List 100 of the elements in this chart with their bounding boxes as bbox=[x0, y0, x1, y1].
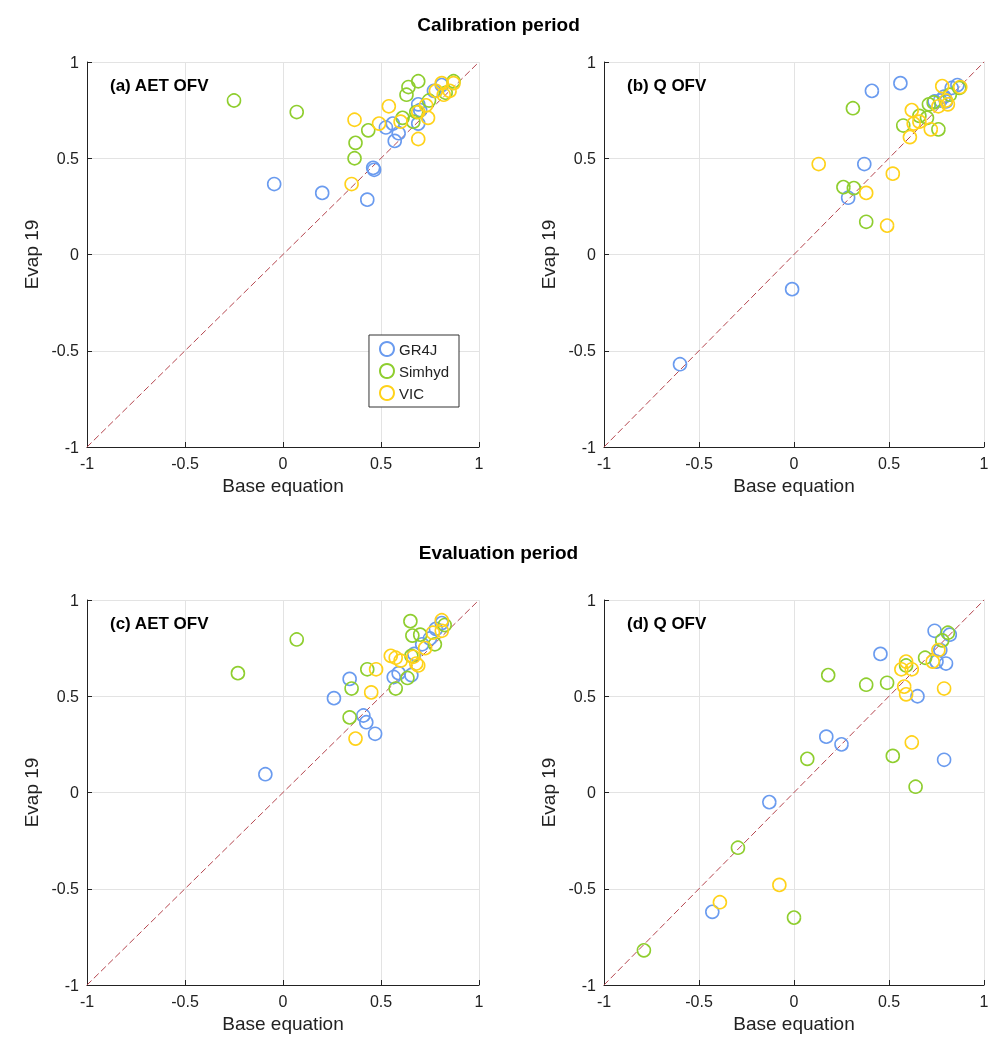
y-axis-title: Evap 19 bbox=[537, 219, 559, 290]
x-tick-label: 0 bbox=[789, 454, 799, 472]
point bbox=[314, 185, 330, 201]
point bbox=[289, 104, 305, 120]
point bbox=[917, 650, 933, 666]
point bbox=[898, 658, 914, 673]
point bbox=[388, 650, 403, 666]
point bbox=[347, 150, 362, 166]
point bbox=[836, 179, 851, 195]
point bbox=[705, 904, 720, 920]
point bbox=[929, 654, 944, 669]
point bbox=[934, 78, 950, 94]
point bbox=[834, 737, 849, 752]
point bbox=[858, 677, 874, 692]
legend-label: VIC bbox=[398, 384, 425, 402]
y-tick-label: 0 bbox=[587, 246, 597, 263]
y-tick-label: 0.5 bbox=[56, 149, 80, 167]
point bbox=[422, 631, 438, 646]
point bbox=[385, 116, 401, 131]
point bbox=[418, 98, 434, 113]
point bbox=[344, 176, 359, 192]
point bbox=[772, 877, 787, 893]
point bbox=[421, 93, 437, 108]
point bbox=[904, 735, 920, 750]
point bbox=[904, 102, 920, 118]
point bbox=[858, 214, 874, 230]
point bbox=[417, 640, 433, 656]
point bbox=[400, 670, 415, 686]
point bbox=[428, 621, 444, 637]
point bbox=[410, 73, 426, 89]
x-tick-label: 0 bbox=[278, 992, 288, 1010]
point bbox=[434, 623, 450, 639]
point bbox=[383, 648, 399, 664]
point bbox=[858, 185, 874, 201]
point bbox=[367, 726, 383, 742]
point bbox=[405, 628, 420, 643]
point bbox=[898, 687, 914, 702]
point bbox=[395, 110, 410, 126]
point bbox=[762, 794, 777, 810]
x-tick-label: -0.5 bbox=[685, 454, 713, 472]
point bbox=[427, 636, 443, 652]
y-tick-label: 0 bbox=[587, 784, 597, 801]
point bbox=[885, 748, 901, 764]
point bbox=[258, 766, 273, 782]
x-tick-label: 0 bbox=[278, 454, 288, 472]
point bbox=[846, 180, 862, 196]
y-tick-label: 1 bbox=[587, 591, 597, 609]
point bbox=[386, 669, 402, 685]
y-tick-label: 1 bbox=[587, 53, 597, 71]
point bbox=[845, 100, 861, 116]
point bbox=[342, 671, 357, 687]
point bbox=[896, 679, 912, 694]
point bbox=[412, 627, 428, 642]
point bbox=[672, 356, 688, 372]
point bbox=[895, 118, 911, 133]
point bbox=[442, 83, 457, 99]
point bbox=[873, 646, 888, 662]
y-tick-label: 1 bbox=[70, 53, 80, 71]
point bbox=[289, 632, 305, 647]
point bbox=[894, 662, 909, 677]
point bbox=[925, 654, 940, 669]
y-tick-label: -1 bbox=[581, 976, 597, 994]
point bbox=[371, 116, 387, 131]
text: Evaluation period bbox=[417, 542, 580, 564]
y-tick-label: 1 bbox=[70, 591, 80, 609]
point bbox=[381, 98, 397, 114]
point bbox=[636, 943, 652, 958]
point bbox=[819, 729, 834, 744]
x-tick-label: 1 bbox=[474, 454, 484, 472]
x-axis-title: Base equation bbox=[733, 474, 855, 496]
point bbox=[934, 633, 950, 648]
point bbox=[912, 108, 927, 124]
point bbox=[912, 114, 927, 129]
y-tick-label: -0.5 bbox=[568, 342, 597, 360]
point bbox=[893, 75, 908, 91]
legend-label: GR4J bbox=[398, 340, 438, 358]
x-axis-title: Base equation bbox=[222, 1012, 344, 1034]
point bbox=[393, 653, 408, 668]
x-axis-title: Base equation bbox=[733, 1012, 855, 1034]
x-axis-title: Base equation bbox=[222, 474, 344, 496]
y-axis-title: Evap 19 bbox=[537, 757, 559, 828]
point bbox=[399, 87, 414, 103]
point bbox=[923, 122, 939, 137]
text: (d) Q OFV bbox=[627, 614, 707, 633]
point bbox=[942, 87, 958, 103]
y-tick-label: 0.5 bbox=[573, 687, 597, 705]
x-tick-label: 0.5 bbox=[369, 454, 393, 472]
point bbox=[944, 80, 959, 96]
y-tick-label: -1 bbox=[64, 976, 80, 994]
point bbox=[938, 656, 954, 671]
point bbox=[363, 685, 379, 700]
point bbox=[393, 114, 408, 129]
point bbox=[864, 83, 880, 99]
y-axis-title: Evap 19 bbox=[20, 757, 42, 828]
point bbox=[326, 690, 342, 706]
point bbox=[879, 675, 895, 691]
point bbox=[931, 122, 946, 137]
x-tick-label: 1 bbox=[979, 992, 989, 1010]
point bbox=[266, 176, 282, 192]
point bbox=[391, 665, 406, 681]
